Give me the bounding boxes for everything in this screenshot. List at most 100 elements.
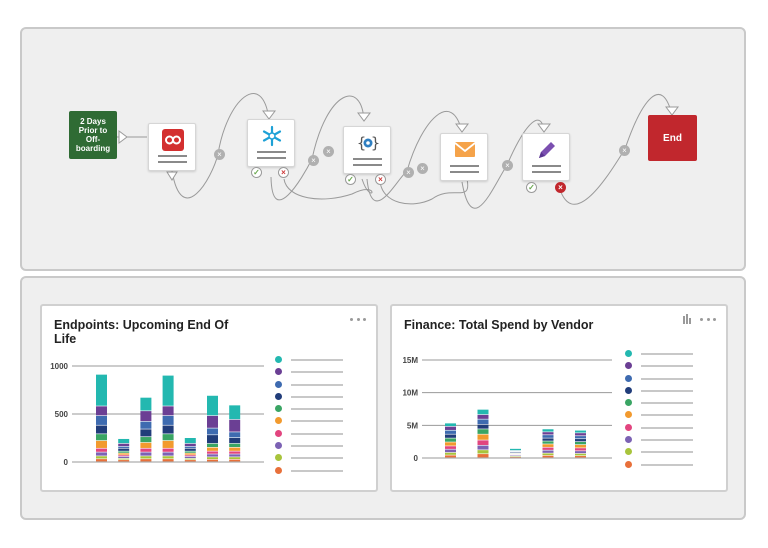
infinity-icon: [162, 129, 184, 151]
snowflake-icon: [262, 125, 282, 147]
legend-swatch: [275, 380, 282, 388]
step-desc-line: [353, 164, 382, 166]
bar-segment: [445, 423, 456, 427]
remove-connection-icon[interactable]: ×: [403, 167, 414, 178]
bar-segment: [477, 445, 489, 450]
legend-item[interactable]: [275, 366, 350, 378]
legend-label-placeholder: [641, 451, 693, 454]
bar-segment: [229, 459, 241, 462]
bar-segment: [542, 441, 554, 444]
bar-segment: [96, 415, 107, 425]
failure-branch-icon[interactable]: ×: [375, 174, 386, 185]
bar-segment: [207, 454, 218, 457]
legend-swatch: [625, 399, 632, 407]
legend-swatch: [275, 368, 282, 376]
legend-label-placeholder: [641, 389, 693, 392]
legend-item[interactable]: [625, 397, 700, 409]
remove-connection-icon[interactable]: ×: [619, 145, 630, 156]
legend-label-placeholder: [641, 439, 693, 442]
legend-item[interactable]: [625, 446, 700, 458]
bar-segment: [229, 447, 241, 451]
remove-connection-icon[interactable]: ×: [417, 163, 428, 174]
bar-segment: [118, 458, 130, 460]
bar-segment: [542, 435, 554, 438]
legend-item[interactable]: [625, 385, 700, 397]
remove-connection-icon[interactable]: ×: [308, 155, 319, 166]
step-name-line: [257, 151, 286, 153]
bar-segment: [162, 452, 174, 456]
bar-segment: [140, 397, 152, 411]
remove-connection-icon[interactable]: ×: [323, 146, 334, 157]
legend-item[interactable]: [275, 452, 350, 464]
legend-item[interactable]: [275, 403, 350, 415]
legend-item[interactable]: [275, 354, 350, 366]
email-step-card[interactable]: [440, 133, 488, 181]
trigger-label: 2 Days Prior to Off-boarding: [75, 117, 111, 153]
lastpass-step-card[interactable]: [148, 123, 196, 171]
bar-segment: [445, 452, 456, 455]
failure-branch-icon[interactable]: ×: [555, 182, 566, 193]
bar-segment: [184, 458, 196, 460]
legend-label-placeholder: [291, 359, 343, 361]
card-title: Finance: Total Spend by Vendor: [404, 318, 594, 332]
success-branch-icon[interactable]: ✓: [345, 174, 356, 185]
legend-item[interactable]: [275, 465, 350, 477]
bar-chart-icon[interactable]: [682, 314, 692, 324]
bar-segment: [575, 439, 586, 442]
more-options-icon[interactable]: [350, 316, 366, 322]
legend-item[interactable]: [625, 409, 700, 421]
legend-item[interactable]: [625, 360, 700, 372]
legend-item[interactable]: [275, 415, 350, 427]
success-branch-icon[interactable]: ✓: [526, 182, 537, 193]
bar-segment: [229, 438, 241, 444]
bar-segment: [510, 448, 521, 451]
success-branch-icon[interactable]: ✓: [251, 167, 262, 178]
bar-segment: [96, 459, 107, 462]
legend-item[interactable]: [275, 428, 350, 440]
bar-segment: [477, 434, 489, 440]
step-name-line: [450, 165, 479, 167]
legend-item[interactable]: [275, 391, 350, 403]
legend-label-placeholder: [291, 383, 343, 386]
bar-segment: [575, 441, 586, 445]
webhook-step-card[interactable]: { }: [343, 126, 391, 174]
legend-item[interactable]: [625, 422, 700, 434]
more-options-icon[interactable]: [700, 316, 716, 322]
bar-segment: [162, 406, 174, 416]
code-gear-icon: { }: [357, 134, 380, 152]
legend-label-placeholder: [291, 432, 343, 435]
legend-swatch: [625, 448, 632, 456]
remove-connection-icon[interactable]: ×: [502, 160, 513, 171]
bar-segment: [162, 425, 174, 434]
legend-swatch: [275, 417, 282, 425]
bar-segment: [118, 455, 130, 457]
legend-swatch: [625, 460, 632, 468]
jira-step-card[interactable]: [247, 119, 295, 167]
bar-segment: [207, 435, 218, 444]
bar-segment: [207, 459, 218, 462]
legend-label-placeholder: [291, 420, 343, 423]
legend-item[interactable]: [625, 348, 700, 360]
legend-swatch: [625, 374, 632, 382]
failure-branch-icon[interactable]: ×: [278, 167, 289, 178]
legend-item[interactable]: [625, 373, 700, 385]
legend-item[interactable]: [625, 459, 700, 471]
y-tick-label: 10M: [402, 389, 418, 398]
bar-segment: [184, 443, 196, 447]
svg-text:}: }: [371, 134, 380, 152]
bar-segment: [542, 444, 554, 447]
edit-step-card[interactable]: [522, 133, 570, 181]
end-node[interactable]: End: [648, 115, 697, 161]
remove-connection-icon[interactable]: ×: [214, 149, 225, 160]
legend-swatch: [275, 466, 282, 474]
legend-swatch: [625, 362, 632, 370]
trigger-start-node[interactable]: 2 Days Prior to Off-boarding: [69, 111, 117, 159]
endpoints-eol-card: Endpoints: Upcoming End Of Life 0 500 1000: [40, 304, 378, 492]
bar-segment: [445, 434, 456, 438]
bar-segment: [542, 450, 554, 453]
bar-segment: [118, 453, 130, 455]
legend-item[interactable]: [625, 434, 700, 446]
legend-item[interactable]: [275, 440, 350, 452]
bar-segment: [207, 428, 218, 435]
legend-item[interactable]: [275, 379, 350, 391]
